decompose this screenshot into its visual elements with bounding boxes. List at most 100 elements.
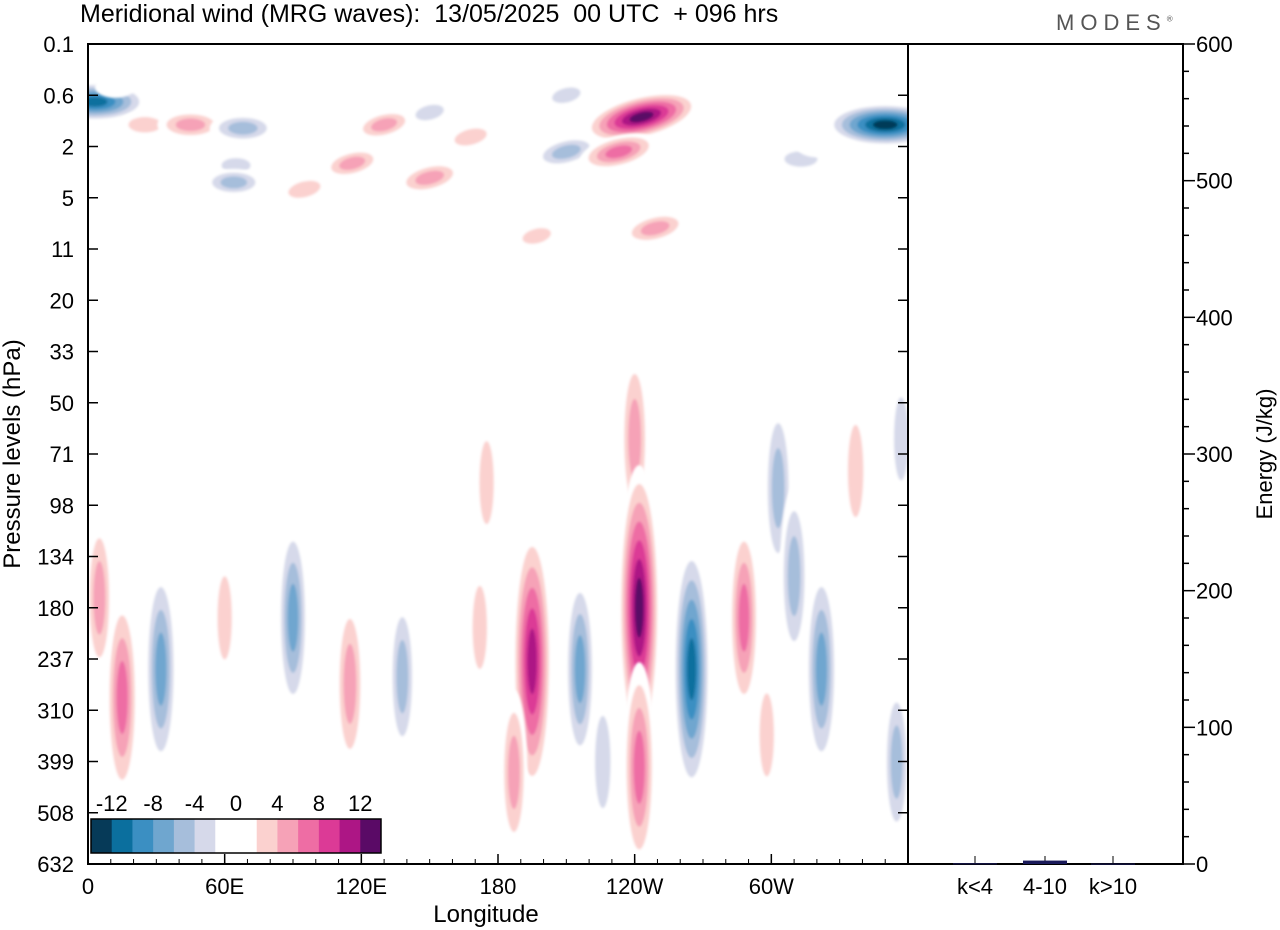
energy-category-label: 4-10 [1023, 874, 1067, 899]
wind-feature [144, 564, 178, 775]
y-tick-label: 20 [50, 288, 74, 313]
y-tick-label: 237 [37, 647, 74, 672]
wind-feature [397, 161, 463, 194]
colorbar-swatch [153, 819, 175, 853]
y-tick-label: 98 [50, 493, 74, 518]
colorbar-swatch [215, 819, 237, 853]
wind-feature [580, 133, 658, 171]
y-tick-label: 71 [50, 442, 74, 467]
energy-bar [953, 863, 997, 865]
wind-feature [796, 135, 838, 158]
energy-tick-label: 0 [1196, 852, 1208, 877]
energy-tick-label: 500 [1196, 169, 1233, 194]
wind-feature [755, 667, 779, 803]
x-axis-label: Longitude [433, 901, 538, 928]
energy-bar [1091, 863, 1135, 865]
energy-tick-label: 400 [1196, 305, 1233, 330]
wind-feature [361, 266, 402, 290]
wind-feature [623, 662, 656, 864]
wind-feature [889, 371, 908, 507]
y-tick-label: 134 [37, 545, 74, 570]
y-tick-label: 310 [37, 698, 74, 723]
wind-feature [468, 559, 492, 695]
colorbar-label: -8 [143, 791, 163, 816]
wind-feature [277, 520, 309, 716]
energy-category-label: k>10 [1089, 874, 1137, 899]
y-tick-label: 50 [50, 391, 74, 416]
x-tick-label: 180 [480, 874, 517, 899]
wind-feature [543, 82, 590, 108]
y-tick-label: 2 [62, 135, 74, 160]
colorbar-swatch [339, 819, 361, 853]
wind-feature [622, 212, 688, 245]
x-tick-label: 60W [749, 874, 794, 899]
wind-feature [322, 148, 382, 179]
colorbar-swatch [236, 819, 258, 853]
wind-feature [94, 76, 136, 98]
wind-feature [406, 99, 453, 126]
wind-feature [111, 374, 133, 495]
colorbar-swatch [194, 819, 216, 853]
y-tick-label: 5 [62, 186, 74, 211]
axes: 0.1 0.6 2 5 11 20 33 50 71 98 134 180 237 310 399 508 63… [0, 32, 909, 928]
wind-feature [444, 123, 497, 151]
wind-feature [671, 167, 713, 189]
wind-feature [209, 113, 277, 143]
wind-feature [672, 541, 711, 797]
wind-feature [805, 564, 838, 775]
wind-feature [118, 112, 172, 138]
y-tick-label: 11 [51, 237, 74, 262]
wind-feature [203, 168, 264, 196]
wind-feature [728, 520, 760, 716]
y-tick-label: 508 [37, 801, 74, 826]
chart-title: Meridional wind (MRG waves): 13/05/2025 … [80, 0, 779, 28]
modes-logo: MODES® [1056, 10, 1173, 36]
x-tick-label: 120W [606, 874, 664, 899]
energy-tick-label: 600 [1196, 32, 1233, 57]
colorbar-swatch [277, 819, 299, 853]
wind-feature [584, 91, 699, 143]
wind-feature [666, 270, 708, 292]
energy-axis-label: Energy (J/kg) [1252, 389, 1277, 520]
wind-feature [883, 679, 908, 845]
wind-feature [590, 687, 616, 838]
wind-feature [564, 571, 596, 767]
brand-name: MODES [1056, 10, 1167, 35]
wind-feature [105, 592, 139, 803]
wind-feature [335, 593, 365, 774]
y-tick-label: 0.6 [43, 83, 74, 108]
wind-feature [843, 395, 869, 546]
wind-feature [513, 223, 560, 249]
wind-feature [212, 550, 237, 686]
energy-category-label: k<4 [957, 874, 993, 899]
energy-tick-label: 100 [1196, 715, 1233, 740]
colorbar-swatch [360, 819, 382, 853]
wind-feature [500, 689, 528, 855]
wind-feature [779, 486, 809, 667]
y-tick-label: 399 [37, 750, 74, 775]
y-tick-label: 0.1 [43, 32, 74, 57]
colorbar-label: 4 [271, 791, 283, 816]
colorbar: -12 -8 -4 0 4 8 12 [90, 791, 382, 854]
colorbar-label: 12 [348, 791, 372, 816]
x-tick-label: 120E [336, 874, 387, 899]
wind-feature [618, 465, 660, 751]
energy-tick-label: 300 [1196, 442, 1233, 467]
x-tick-label: 60E [205, 874, 244, 899]
energy-tick-label: 200 [1196, 579, 1233, 604]
colorbar-label: 8 [313, 791, 325, 816]
x-tick-label: 0 [82, 874, 94, 899]
wind-feature [388, 594, 416, 760]
energy-bar [1023, 860, 1067, 864]
wind-feature [474, 415, 499, 551]
energy-panel: 0 100 200 300 400 500 600 Energy (J/kg) k<4 4-10 k… [907, 32, 1277, 899]
wind-feature [278, 175, 331, 204]
colorbar-label: -12 [96, 791, 128, 816]
wind-feature [437, 431, 459, 552]
y-tick-label: 33 [50, 340, 74, 365]
y-axis-label: Pressure levels (hPa) [0, 339, 26, 568]
colorbar-label: -4 [185, 791, 205, 816]
wind-feature [88, 515, 113, 681]
colorbar-swatch [132, 819, 154, 853]
